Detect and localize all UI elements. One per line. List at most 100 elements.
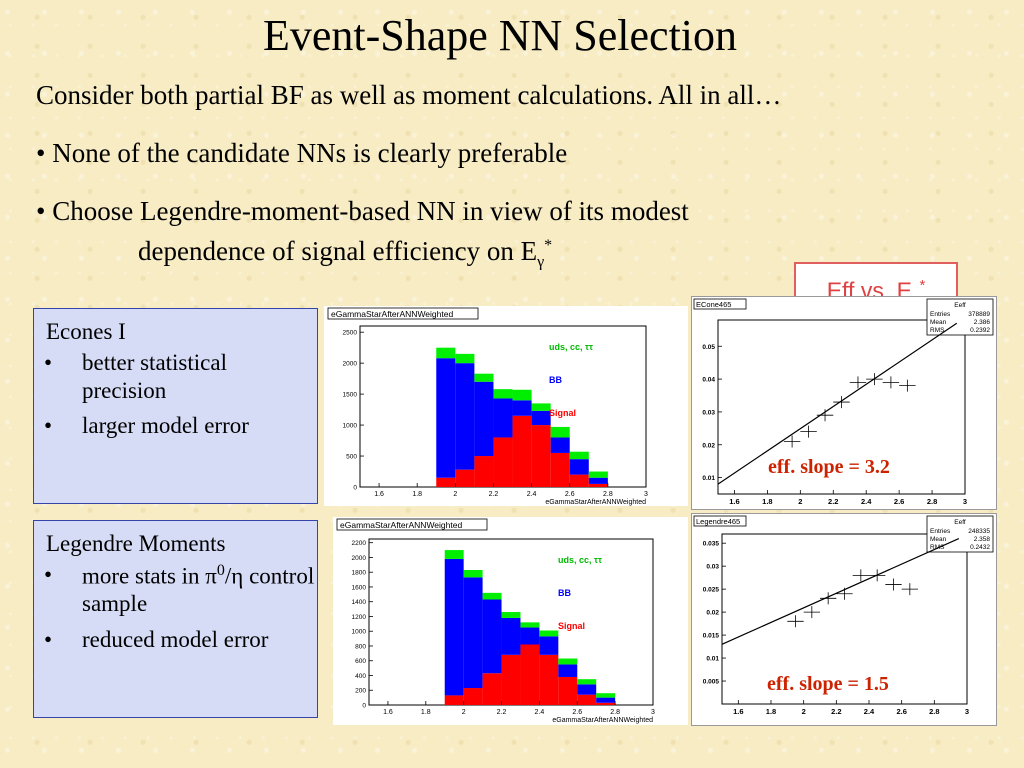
histogram-econes-panel: eGammaStarAfterANNWeighted 1.6 1.8 2 2.2 2.4 2… xyxy=(324,306,688,506)
hist-bar-bb xyxy=(436,358,456,478)
eff-plot-legendre-panel: Legendre465 Eeff Entries 248335 Mean 2.358 RMS… xyxy=(691,513,997,726)
hist-bar-bb xyxy=(444,558,464,696)
legend-label: Signal xyxy=(558,621,585,631)
hist-bar-signal xyxy=(482,673,502,705)
x-tick-label: 2.2 xyxy=(489,491,499,498)
hist-title: eGammaStarAfterANNWeighted xyxy=(331,309,453,319)
y-tick-label: 1200 xyxy=(352,614,367,621)
x-tick-label: 1.6 xyxy=(374,491,384,498)
legendre-heading: Legendre Moments xyxy=(46,531,226,556)
x-tick-label: 2.6 xyxy=(565,491,575,498)
hist-bar-bb xyxy=(455,363,475,470)
hist-bar-bb xyxy=(482,599,502,674)
y-tick-label: 0.005 xyxy=(703,679,720,686)
stats-box xyxy=(926,298,994,336)
x-tick-label: 2.2 xyxy=(828,497,838,506)
hist-bar-uds xyxy=(588,471,608,478)
legend-label: Signal xyxy=(549,408,576,418)
bullet-none-preferable: • None of the candidate NNs is clearly p… xyxy=(36,138,568,168)
legend-label: BB xyxy=(558,588,571,598)
stats-key: RMS xyxy=(930,327,945,334)
econes-list: • better statistical precision • larger mo… xyxy=(34,349,317,440)
legendre-item-text: /η control sample xyxy=(82,563,315,617)
y-tick-label: 2000 xyxy=(343,361,358,368)
hist-bar-signal xyxy=(588,483,608,487)
hist-bar-uds xyxy=(539,630,559,637)
stats-value: 2.358 xyxy=(974,536,991,543)
hist-bar-bb xyxy=(463,577,483,689)
y-tick-label: 500 xyxy=(346,454,357,461)
y-tick-label: 1800 xyxy=(352,570,367,577)
stats-value: 0.2392 xyxy=(970,327,990,334)
hist-title-box xyxy=(336,518,488,531)
eff-title-box xyxy=(693,515,747,527)
histogram-legendre-panel: eGammaStarAfterANNWeighted 1.6 1.8 2 2.2 2.4 2… xyxy=(333,517,688,725)
x-tick-label: 2.4 xyxy=(861,497,872,506)
hist-bar-bb xyxy=(577,684,597,695)
legendre-list: • more stats in π0/η control sample • redu… xyxy=(34,561,317,653)
x-tick-label: 2.6 xyxy=(896,707,906,716)
hist-bar-uds xyxy=(482,592,502,600)
hist-bar-signal xyxy=(596,702,616,705)
stats-value: 2.386 xyxy=(974,319,991,326)
hist-bar-signal xyxy=(474,456,494,487)
econes-heading: Econes I xyxy=(46,319,126,344)
bullet-choose-legendre-cont: dependence of signal efficiency on Eγ* xyxy=(138,236,552,271)
stats-key: Mean xyxy=(930,536,947,543)
x-tick-label: 2 xyxy=(462,709,466,716)
x-tick-label: 2.4 xyxy=(864,707,875,716)
hist-bar-signal xyxy=(577,694,597,705)
eff-title-box xyxy=(693,298,747,310)
hist-bar-uds xyxy=(550,426,570,438)
stats-box xyxy=(926,515,994,553)
y-tick-label: 1000 xyxy=(352,629,367,636)
hist-bar-signal xyxy=(539,654,559,705)
hist-bar-uds xyxy=(531,403,551,411)
y-tick-label: 200 xyxy=(355,688,366,695)
hist-title-box xyxy=(327,307,479,320)
y-tick-label: 400 xyxy=(355,673,366,680)
hist-bar-bb xyxy=(569,459,589,475)
y-tick-label: 600 xyxy=(355,658,366,665)
hist-bar-uds xyxy=(493,389,513,399)
hist-bar-bb xyxy=(531,410,551,426)
stats-value: 378889 xyxy=(968,311,990,318)
hist-bar-signal xyxy=(501,654,521,705)
x-tick-label: 1.8 xyxy=(412,491,422,498)
x-tick-label: 2.8 xyxy=(610,709,620,716)
x-axis-label: eGammaStarAfterANNWeighted xyxy=(552,717,653,724)
y-tick-label: 0.05 xyxy=(702,344,715,351)
hist-bar-signal xyxy=(436,477,456,487)
hist-bar-signal xyxy=(569,474,589,487)
hist-bar-uds xyxy=(444,550,464,559)
slope-label-legendre: eff. slope = 1.5 xyxy=(767,673,889,695)
legend-label: uds, cc, ττ xyxy=(549,342,593,352)
hist-bar-bb xyxy=(493,398,513,438)
stats-key: Mean xyxy=(930,319,947,326)
x-tick-label: 1.6 xyxy=(729,497,739,506)
y-tick-label: 1600 xyxy=(352,584,367,591)
hist-bar-uds xyxy=(558,658,578,665)
y-tick-label: 1000 xyxy=(343,423,358,430)
fit-line xyxy=(717,322,958,485)
y-tick-label: 0.02 xyxy=(702,442,715,449)
econes-box: Econes I • better statistical precision •… xyxy=(33,308,318,504)
hist-bar-uds xyxy=(569,451,589,460)
hist-bar-uds xyxy=(512,389,532,401)
hist-bar-signal xyxy=(455,469,475,487)
bullet-choose-legendre: • Choose Legendre-moment-based NN in vie… xyxy=(36,196,689,226)
eff-plot-econes-panel: ECone465 Eeff Entries 378889 Mean 2.386 RMS 0.2… xyxy=(691,296,997,510)
pi0-superscript: 0 xyxy=(216,562,225,579)
legend-label: uds, cc, ττ xyxy=(558,555,602,565)
x-tick-label: 2.6 xyxy=(572,709,582,716)
slide-title: Event-Shape NN Selection xyxy=(262,11,738,60)
hist-bar-bb xyxy=(558,664,578,677)
y-tick-label: 2200 xyxy=(352,540,367,547)
y-tick-label: 2500 xyxy=(343,330,358,337)
hist-bar-bb xyxy=(501,617,521,655)
hist-bar-bb xyxy=(550,437,570,453)
hist-bar-bb xyxy=(520,627,540,645)
legendre-box: Legendre Moments • more stats in π0/η con… xyxy=(33,520,318,718)
x-tick-label: 2.2 xyxy=(831,707,841,716)
